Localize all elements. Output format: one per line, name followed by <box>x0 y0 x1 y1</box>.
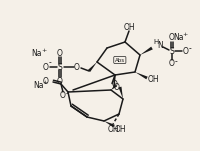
Text: H: H <box>153 39 159 45</box>
Polygon shape <box>88 62 97 72</box>
Text: -: - <box>189 45 191 53</box>
Text: O: O <box>169 59 175 69</box>
Text: -: - <box>66 90 68 98</box>
Text: O: O <box>169 34 175 42</box>
Text: O: O <box>57 48 63 58</box>
Text: OH: OH <box>123 22 135 32</box>
Text: S: S <box>170 47 174 56</box>
Text: -: - <box>49 58 51 67</box>
Text: Na: Na <box>34 82 44 90</box>
Text: O: O <box>57 77 63 85</box>
Text: O: O <box>183 47 189 56</box>
Polygon shape <box>111 84 117 90</box>
Text: Na: Na <box>173 34 183 42</box>
Text: Na: Na <box>32 48 42 58</box>
Text: +: + <box>42 80 48 85</box>
Text: +: + <box>182 32 188 37</box>
Polygon shape <box>140 47 153 55</box>
Polygon shape <box>135 72 148 79</box>
Polygon shape <box>119 87 123 99</box>
Text: OH: OH <box>107 125 119 133</box>
Text: O: O <box>74 63 80 72</box>
Text: O: O <box>60 92 66 101</box>
Text: O: O <box>114 82 120 92</box>
Text: Abs: Abs <box>115 58 125 63</box>
Text: O: O <box>43 77 49 85</box>
Text: +: + <box>41 48 47 53</box>
Text: S: S <box>58 63 62 72</box>
Text: OH: OH <box>147 76 159 85</box>
Text: -: - <box>175 58 177 66</box>
Text: N: N <box>157 40 163 50</box>
Text: OH: OH <box>114 125 126 133</box>
Text: O: O <box>112 80 118 89</box>
Text: O: O <box>43 63 49 72</box>
Polygon shape <box>104 121 115 127</box>
